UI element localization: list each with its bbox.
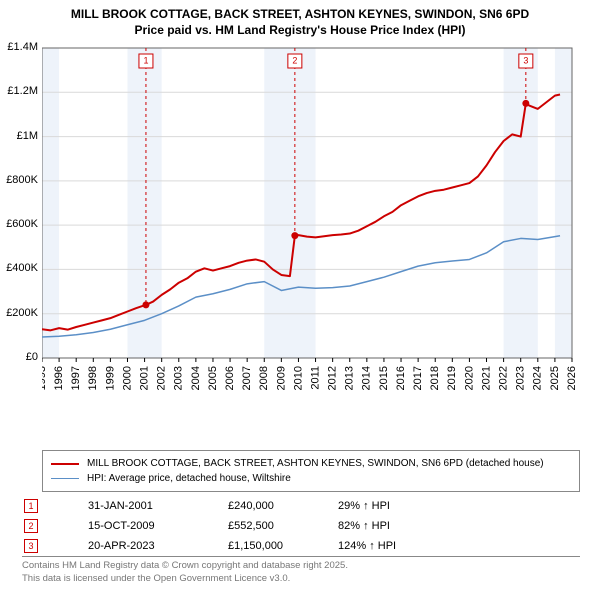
marker-number-box: 3 xyxy=(24,539,38,553)
legend-swatch xyxy=(51,463,79,465)
svg-text:2025: 2025 xyxy=(549,366,561,390)
svg-text:2003: 2003 xyxy=(173,366,185,390)
chart-plot: 1 2 3 1995 1996 1997 1998 1999 2000 2001 2002 2003 2… xyxy=(42,44,580,404)
svg-text:1998: 1998 xyxy=(87,366,99,390)
y-tick-label: £1.2M xyxy=(0,85,38,97)
svg-text:2008: 2008 xyxy=(258,366,270,390)
svg-text:2005: 2005 xyxy=(207,366,219,390)
footer-line-2: This data is licensed under the Open Gov… xyxy=(22,573,290,584)
marker-price: £552,500 xyxy=(228,520,338,532)
marker-pct: 82% ↑ HPI xyxy=(338,520,478,532)
marker-pct: 124% ↑ HPI xyxy=(338,540,478,552)
marker-row: 2 15-OCT-2009£552,50082% ↑ HPI xyxy=(22,516,580,536)
svg-text:2009: 2009 xyxy=(275,366,287,390)
marker-price: £240,000 xyxy=(228,500,338,512)
svg-text:2019: 2019 xyxy=(446,366,458,390)
svg-text:2011: 2011 xyxy=(309,366,321,390)
marker-date: 20-APR-2023 xyxy=(88,540,228,552)
svg-text:2018: 2018 xyxy=(429,366,441,390)
svg-text:2010: 2010 xyxy=(292,366,304,390)
svg-text:2001: 2001 xyxy=(138,366,150,390)
svg-text:2: 2 xyxy=(292,55,297,65)
marker-date: 31-JAN-2001 xyxy=(88,500,228,512)
svg-text:1995: 1995 xyxy=(42,366,48,390)
marker-date: 15-OCT-2009 xyxy=(88,520,228,532)
svg-text:2007: 2007 xyxy=(241,366,253,390)
svg-text:1997: 1997 xyxy=(70,366,82,390)
legend-item: MILL BROOK COTTAGE, BACK STREET, ASHTON … xyxy=(51,456,571,471)
marker-row: 1 31-JAN-2001£240,00029% ↑ HPI xyxy=(22,496,580,516)
legend-label: MILL BROOK COTTAGE, BACK STREET, ASHTON … xyxy=(87,456,544,471)
svg-text:2015: 2015 xyxy=(378,366,390,390)
svg-text:1: 1 xyxy=(143,55,148,65)
svg-text:2002: 2002 xyxy=(156,366,168,390)
legend-swatch xyxy=(51,478,79,479)
title-line-1: MILL BROOK COTTAGE, BACK STREET, ASHTON … xyxy=(71,7,529,21)
y-tick-label: £0 xyxy=(0,351,38,363)
y-tick-label: £800K xyxy=(0,174,38,186)
y-tick-label: £1.4M xyxy=(0,41,38,53)
legend: MILL BROOK COTTAGE, BACK STREET, ASHTON … xyxy=(42,450,580,492)
y-tick-label: £200K xyxy=(0,307,38,319)
footer-license: Contains HM Land Registry data © Crown c… xyxy=(22,556,580,586)
legend-label: HPI: Average price, detached house, Wilt… xyxy=(87,471,291,486)
svg-text:2023: 2023 xyxy=(515,366,527,390)
svg-text:2014: 2014 xyxy=(361,366,373,390)
marker-row: 3 20-APR-2023£1,150,000124% ↑ HPI xyxy=(22,536,580,556)
y-tick-label: £400K xyxy=(0,262,38,274)
marker-number-box: 1 xyxy=(24,499,38,513)
svg-text:1999: 1999 xyxy=(104,366,116,390)
svg-text:2016: 2016 xyxy=(395,366,407,390)
chart-title: MILL BROOK COTTAGE, BACK STREET, ASHTON … xyxy=(0,0,600,40)
svg-text:1996: 1996 xyxy=(53,366,65,390)
svg-text:2013: 2013 xyxy=(344,366,356,390)
svg-text:2022: 2022 xyxy=(498,366,510,390)
svg-text:2004: 2004 xyxy=(190,366,202,390)
y-tick-label: £600K xyxy=(0,218,38,230)
svg-text:2021: 2021 xyxy=(480,366,492,390)
marker-price: £1,150,000 xyxy=(228,540,338,552)
marker-table: 1 31-JAN-2001£240,00029% ↑ HPI 2 15-OCT-200… xyxy=(22,496,580,556)
chart-svg: 1 2 3 1995 1996 1997 1998 1999 2000 2001 2002 2003 2… xyxy=(42,44,580,444)
svg-text:2017: 2017 xyxy=(412,366,424,390)
svg-text:2000: 2000 xyxy=(121,366,133,390)
legend-item: HPI: Average price, detached house, Wilt… xyxy=(51,471,571,486)
marker-pct: 29% ↑ HPI xyxy=(338,500,478,512)
svg-text:3: 3 xyxy=(523,55,528,65)
footer-line-1: Contains HM Land Registry data © Crown c… xyxy=(22,560,348,571)
y-tick-label: £1M xyxy=(0,130,38,142)
svg-text:2026: 2026 xyxy=(566,366,578,390)
svg-text:2012: 2012 xyxy=(327,366,339,390)
title-line-2: Price paid vs. HM Land Registry's House … xyxy=(135,23,466,37)
svg-text:2020: 2020 xyxy=(463,366,475,390)
svg-text:2006: 2006 xyxy=(224,366,236,390)
svg-text:2024: 2024 xyxy=(532,366,544,390)
marker-number-box: 2 xyxy=(24,519,38,533)
